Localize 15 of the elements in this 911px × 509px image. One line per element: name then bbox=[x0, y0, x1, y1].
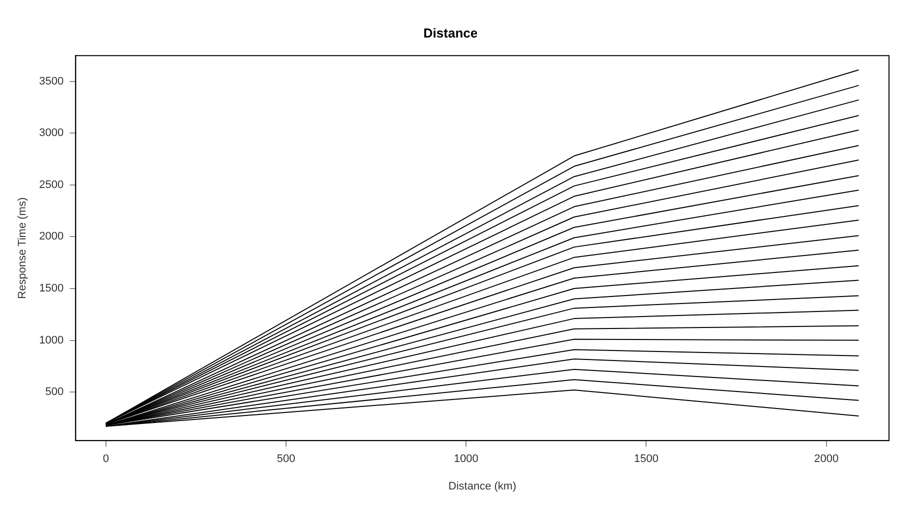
y-tick-label: 500 bbox=[45, 386, 64, 398]
y-axis-title: Response Time (ms) bbox=[16, 197, 29, 299]
y-tick-label: 2000 bbox=[39, 230, 64, 243]
x-tick-label: 0 bbox=[102, 453, 109, 466]
x-tick-label: 1000 bbox=[454, 453, 478, 466]
x-tick-label: 500 bbox=[276, 453, 296, 466]
y-tick-label: 1500 bbox=[39, 282, 64, 295]
y-tick-label: 1000 bbox=[39, 334, 64, 346]
y-tick-label: 2500 bbox=[39, 178, 64, 191]
y-tick-label: 3500 bbox=[39, 75, 64, 88]
x-tick-label: 1500 bbox=[634, 453, 658, 466]
y-tick-label: 3000 bbox=[39, 127, 64, 140]
x-tick-label: 2000 bbox=[814, 453, 839, 466]
x-axis-title: Distance (km) bbox=[448, 480, 516, 492]
chart-title: Distance bbox=[423, 25, 478, 40]
